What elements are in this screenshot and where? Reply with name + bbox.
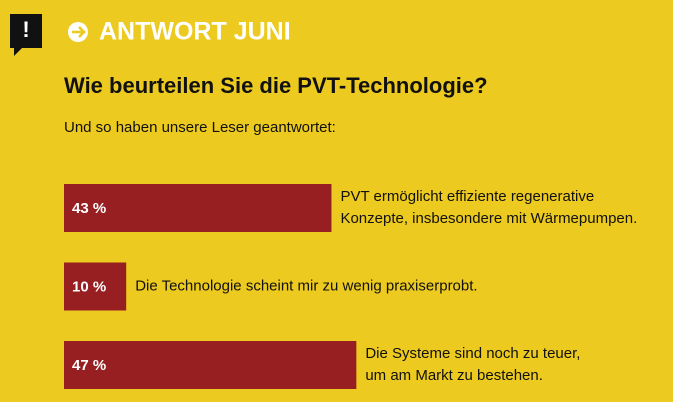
chart-title: Wie beurteilen Sie die PVT-Technologie? xyxy=(64,73,488,98)
arrow-icon xyxy=(68,22,88,42)
value-label: 43 % xyxy=(72,200,106,217)
bar xyxy=(64,341,357,389)
alert-icon: ! xyxy=(10,14,42,56)
bar xyxy=(64,262,127,311)
category-label: Die Technologie scheint mir zu wenig pra… xyxy=(135,277,477,294)
subtitle: Und so haben unsere Leser geantwortet: xyxy=(64,119,336,136)
value-label: 47 % xyxy=(72,357,106,374)
svg-text:!: ! xyxy=(22,17,29,42)
category-label: Konzepte, insbesondere mit Wärmepumpen. xyxy=(340,210,637,227)
category-label: Die Systeme sind noch zu teuer, xyxy=(365,345,580,362)
category-label: PVT ermöglicht effiziente regenerative xyxy=(340,188,594,205)
header: ANTWORT JUNI xyxy=(99,18,291,46)
bar xyxy=(64,184,332,232)
category-label: um am Markt zu bestehen. xyxy=(365,367,543,384)
value-label: 10 % xyxy=(72,278,106,295)
